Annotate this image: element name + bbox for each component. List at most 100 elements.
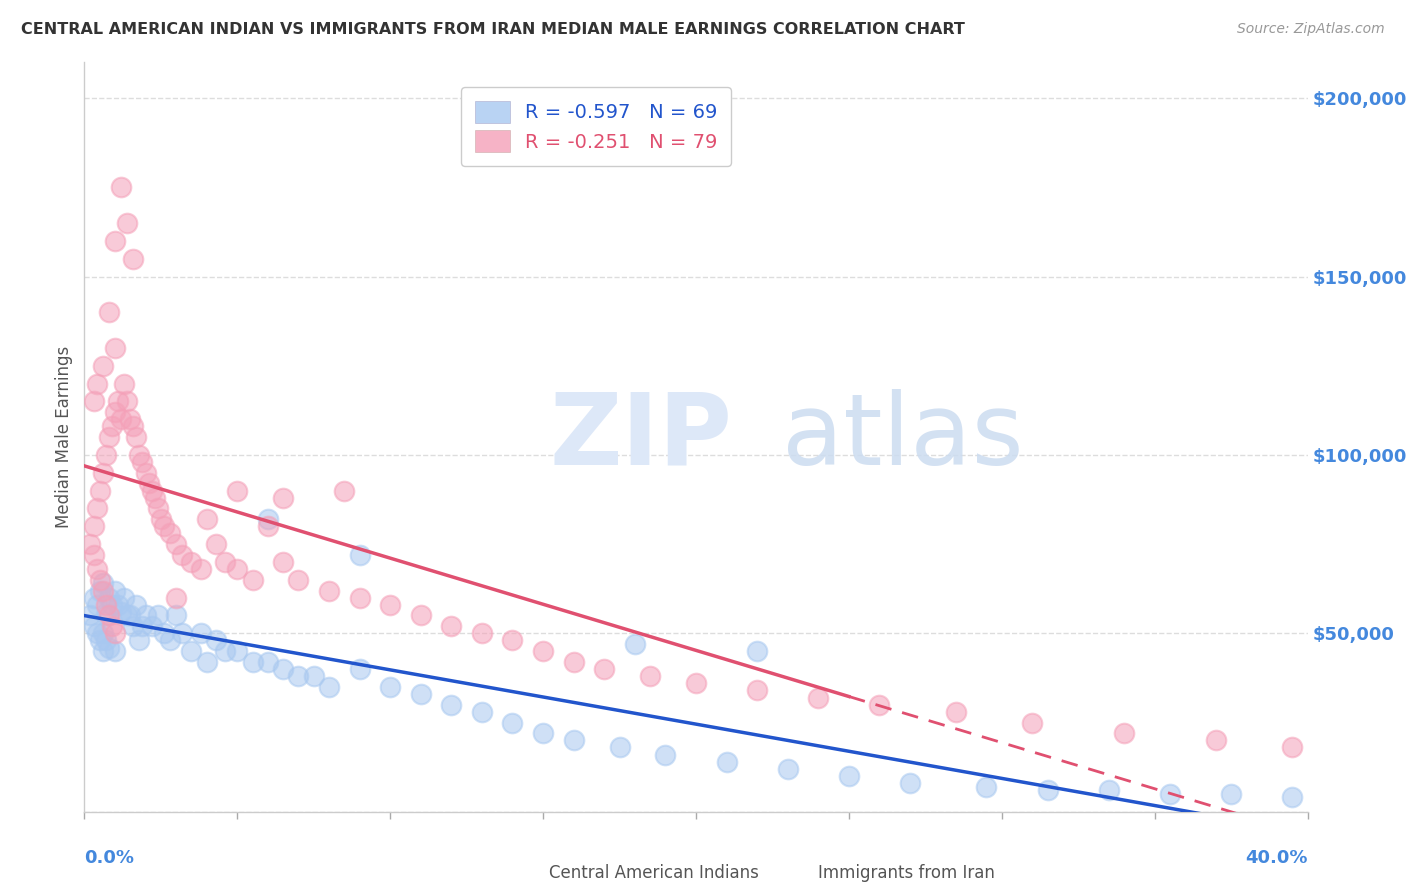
Point (104, 234, 127, 248)
Text: Central American Indians: Central American Indians (550, 864, 759, 882)
Point (349, 662, 371, 676)
Point (91, 644, 114, 658)
Point (502, 715, 524, 730)
Point (122, 252, 145, 266)
Point (1281, 790, 1303, 805)
Point (104, 405, 127, 419)
Point (115, 394, 138, 409)
Point (502, 633, 524, 648)
Point (112, 376, 135, 391)
Point (562, 733, 585, 747)
Point (141, 483, 163, 498)
Point (86, 598, 108, 612)
Point (135, 608, 157, 623)
Point (287, 573, 309, 587)
Point (471, 626, 494, 640)
Point (638, 669, 661, 683)
Point (165, 608, 187, 623)
Point (180, 555, 202, 569)
Point (195, 655, 218, 669)
Point (1021, 715, 1043, 730)
Point (654, 747, 676, 762)
Point (976, 780, 998, 794)
Text: Immigrants from Iran: Immigrants from Iran (818, 864, 995, 882)
Point (302, 669, 325, 683)
Text: 40.0%: 40.0% (1246, 849, 1308, 867)
Point (125, 598, 148, 612)
Point (287, 669, 309, 683)
Point (110, 412, 132, 426)
Point (97, 608, 120, 623)
Point (380, 680, 402, 694)
Point (531, 726, 554, 740)
Point (271, 555, 294, 569)
Point (110, 605, 132, 619)
Point (97, 591, 120, 605)
Point (91, 626, 114, 640)
Point (226, 644, 249, 658)
Point (112, 591, 135, 605)
Point (135, 466, 157, 480)
Point (172, 548, 194, 562)
Point (165, 591, 187, 605)
Point (624, 637, 647, 651)
Point (91, 576, 114, 591)
Point (349, 591, 371, 605)
Point (104, 341, 127, 355)
Point (86, 626, 108, 640)
Point (226, 483, 249, 498)
Point (128, 448, 150, 462)
Point (1159, 787, 1181, 801)
Point (898, 776, 921, 790)
Point (1036, 783, 1059, 797)
Point (79, 608, 101, 623)
Point (1220, 787, 1243, 801)
Point (838, 769, 860, 783)
Point (945, 705, 967, 719)
Point (131, 455, 153, 469)
Point (195, 512, 218, 526)
Point (107, 598, 129, 612)
Text: CENTRAL AMERICAN INDIAN VS IMMIGRANTS FROM IRAN MEDIAN MALE EARNINGS CORRELATION: CENTRAL AMERICAN INDIAN VS IMMIGRANTS FR… (21, 22, 965, 37)
Point (107, 394, 129, 409)
Point (180, 644, 202, 658)
Point (115, 608, 138, 623)
Point (333, 483, 356, 498)
Point (440, 698, 463, 712)
Point (89, 633, 111, 648)
Point (91, 359, 114, 373)
Point (1281, 740, 1303, 755)
Point (128, 633, 150, 648)
Point (110, 180, 132, 194)
Point (807, 690, 830, 705)
FancyBboxPatch shape (506, 855, 537, 871)
Point (125, 430, 148, 444)
Point (153, 626, 176, 640)
Point (94, 633, 117, 648)
Point (86, 562, 108, 576)
Point (159, 526, 181, 541)
Point (86, 376, 108, 391)
Point (97, 640, 120, 655)
Point (83, 394, 105, 409)
Point (146, 501, 169, 516)
Point (380, 598, 402, 612)
Point (122, 419, 145, 434)
Point (214, 644, 236, 658)
Point (89, 573, 111, 587)
Point (409, 608, 432, 623)
Point (153, 519, 176, 533)
Point (122, 619, 145, 633)
Point (242, 573, 264, 587)
Point (94, 608, 117, 623)
Point (242, 655, 264, 669)
Point (349, 548, 371, 562)
Point (440, 619, 463, 633)
Point (86, 501, 108, 516)
Point (257, 519, 280, 533)
Point (101, 619, 124, 633)
Point (776, 762, 799, 776)
Point (91, 583, 114, 598)
Point (271, 491, 294, 505)
Point (83, 519, 105, 533)
